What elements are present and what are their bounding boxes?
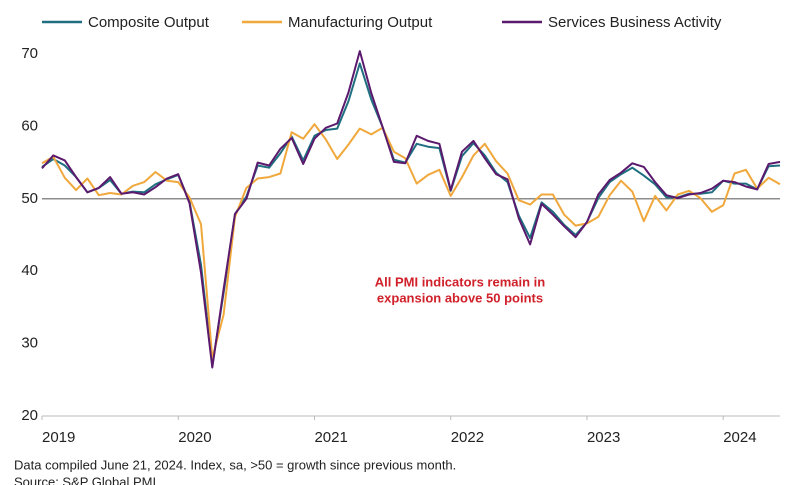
y-tick-label: 50: [21, 190, 38, 207]
x-tick-label: 2022: [451, 429, 484, 446]
y-tick-label: 60: [21, 117, 38, 134]
y-tick-label: 20: [21, 407, 38, 424]
series-line: [41, 62, 781, 367]
source: Source: S&P Global PMI.: [14, 474, 160, 485]
annotation: expansion above 50 points: [377, 290, 543, 305]
x-tick-label: 2021: [314, 429, 347, 446]
y-tick-label: 30: [21, 335, 38, 352]
legend-label: Composite Output: [88, 14, 210, 31]
x-tick-label: 2020: [178, 429, 211, 446]
y-tick-label: 40: [21, 262, 38, 279]
footnote: Data compiled June 21, 2024. Index, sa, …: [14, 457, 456, 472]
x-tick-label: 2024: [723, 429, 756, 446]
y-tick-label: 70: [21, 45, 38, 62]
legend-label: Manufacturing Output: [288, 14, 433, 31]
series-line: [41, 123, 781, 360]
annotation: All PMI indicators remain in: [375, 274, 546, 289]
legend-label: Services Business Activity: [548, 14, 722, 31]
series-line: [41, 50, 781, 369]
x-tick-label: 2023: [587, 429, 620, 446]
x-tick-label: 2019: [42, 429, 75, 446]
